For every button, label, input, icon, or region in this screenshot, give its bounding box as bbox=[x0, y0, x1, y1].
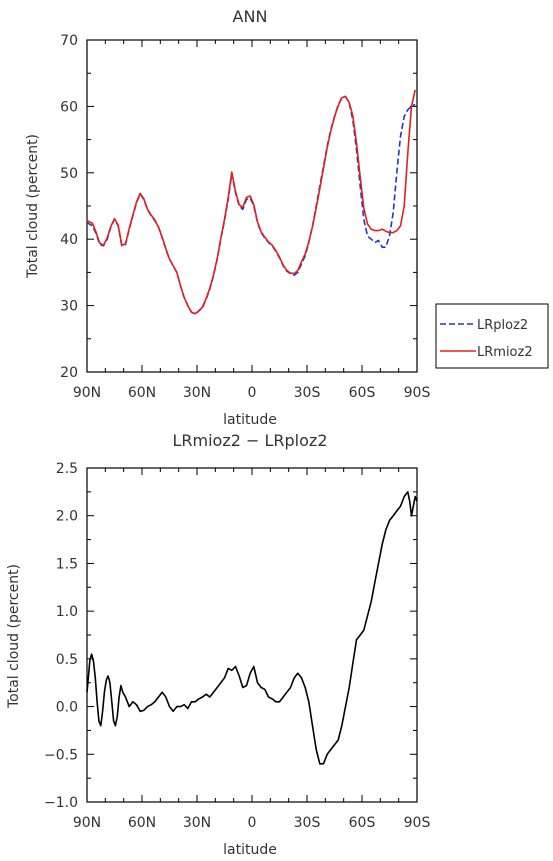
top-y-tick-label: 30 bbox=[60, 299, 78, 315]
bottom-x-tick-label: 30N bbox=[183, 815, 211, 831]
bottom-y-tick-label: 1.5 bbox=[56, 556, 78, 572]
top-x-tick-label: 30N bbox=[183, 385, 211, 401]
top-axis-ticks: 90N 60N 30N 0 30S 60S 90S 20 30 40 50 60 70 bbox=[60, 33, 430, 401]
top-series-lrmioz2 bbox=[86, 89, 416, 315]
top-plot-frame bbox=[86, 39, 418, 373]
top-y-axis-label: Total cloud (percent) bbox=[25, 134, 41, 279]
top-panel: ANN 90N 60N 30N 0 30S 60S 90S 20 30 40 50 60 70 lati… bbox=[25, 7, 549, 428]
bottom-y-tick-label: −0.5 bbox=[44, 747, 78, 763]
bottom-series-difference bbox=[86, 491, 418, 765]
bottom-y-tick-label: 2.5 bbox=[56, 461, 78, 477]
bottom-panel: LRmioz2 − LRploz2 90N 60N 30N 0 30S 60S 90S −1.… bbox=[6, 431, 430, 858]
legend: LRploz2 LRmioz2 bbox=[435, 303, 549, 369]
top-y-tick-label: 50 bbox=[60, 166, 78, 182]
bottom-x-tick-label: 90S bbox=[404, 815, 431, 831]
top-series-lines bbox=[86, 89, 416, 316]
top-x-tick-label: 90S bbox=[404, 385, 431, 401]
top-x-tick-label: 30S bbox=[294, 385, 321, 401]
top-x-axis-label: latitude bbox=[223, 412, 277, 428]
bottom-chart-title: LRmioz2 − LRploz2 bbox=[172, 431, 327, 450]
top-x-tick-label: 0 bbox=[248, 385, 257, 401]
bottom-y-tick-label: −1.0 bbox=[44, 795, 78, 811]
bottom-x-tick-label: 0 bbox=[248, 815, 257, 831]
bottom-y-tick-label: 1.0 bbox=[56, 604, 78, 620]
bottom-x-tick-label: 30S bbox=[294, 815, 321, 831]
top-y-tick-label: 60 bbox=[60, 99, 78, 115]
legend-label-lrmioz2: LRmioz2 bbox=[477, 345, 533, 360]
bottom-y-axis-label: Total cloud (percent) bbox=[6, 564, 22, 709]
top-y-tick-label: 40 bbox=[60, 232, 78, 248]
legend-box bbox=[435, 303, 549, 369]
top-x-tick-label: 90N bbox=[73, 385, 101, 401]
legend-label-lrploz2: LRploz2 bbox=[477, 318, 528, 333]
bottom-x-tick-label: 60N bbox=[128, 815, 156, 831]
top-x-tick-label: 60N bbox=[128, 385, 156, 401]
bottom-axis-ticks: 90N 60N 30N 0 30S 60S 90S −1.0 −0.5 0.0 0.5 1.0 1.5 2… bbox=[44, 461, 430, 831]
bottom-x-axis-label: latitude bbox=[223, 842, 277, 858]
top-x-tick-label: 60S bbox=[349, 385, 376, 401]
bottom-series-lines bbox=[86, 491, 418, 765]
bottom-x-tick-label: 60S bbox=[349, 815, 376, 831]
top-y-tick-label: 20 bbox=[60, 365, 78, 381]
top-y-tick-label: 70 bbox=[60, 33, 78, 49]
bottom-y-tick-label: 2.0 bbox=[56, 509, 78, 525]
top-chart-title: ANN bbox=[233, 7, 268, 26]
bottom-x-tick-label: 90N bbox=[73, 815, 101, 831]
bottom-plot-frame bbox=[86, 467, 418, 803]
bottom-y-tick-label: 0.0 bbox=[56, 700, 78, 716]
bottom-y-tick-label: 0.5 bbox=[56, 652, 78, 668]
